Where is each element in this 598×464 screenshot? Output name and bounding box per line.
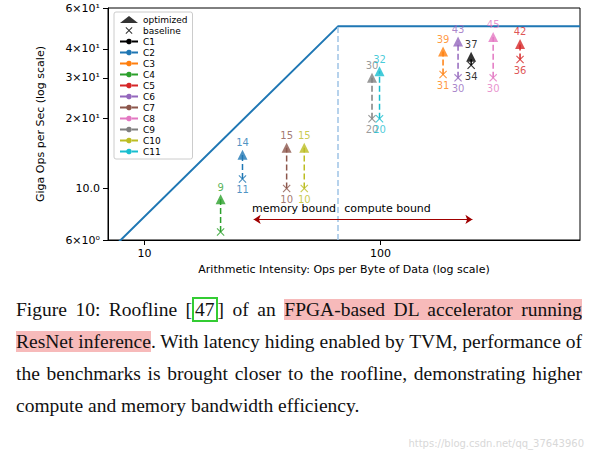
html-text:https://blog.csdn.net/qq_37643: https://blog.csdn.net/qq_37643960: [408, 438, 584, 449]
svg-text:43: 43: [452, 24, 465, 35]
svg-text:C1: C1: [143, 37, 155, 47]
svg-text:C3: C3: [143, 59, 155, 69]
svg-text:100: 100: [370, 247, 391, 260]
svg-text:42: 42: [514, 26, 527, 37]
svg-text:C4: C4: [143, 70, 155, 80]
svg-text:C9: C9: [143, 125, 155, 135]
svg-text:37: 37: [465, 39, 478, 50]
svg-text:compute bound: compute bound: [344, 202, 431, 215]
svg-text:baseline: baseline: [143, 26, 181, 36]
svg-text:30: 30: [452, 83, 465, 94]
svg-text:2×10¹: 2×10¹: [65, 112, 100, 125]
svg-text:6×10¹: 6×10¹: [65, 2, 100, 15]
svg-text:C2: C2: [143, 48, 155, 58]
svg-text:10: 10: [280, 194, 293, 205]
svg-text:9: 9: [217, 182, 223, 193]
svg-text:10.0: 10.0: [76, 182, 101, 195]
svg-text:32: 32: [373, 54, 386, 65]
svg-text:6×10⁰: 6×10⁰: [65, 234, 100, 247]
svg-text:45: 45: [487, 19, 500, 30]
svg-text:31: 31: [437, 80, 450, 91]
svg-text:14: 14: [236, 137, 249, 148]
svg-text:Arithmetic Intensity: Ops per: Arithmetic Intensity: Ops per Byte of Da…: [198, 263, 489, 276]
svg-text:3×10¹: 3×10¹: [65, 71, 100, 84]
svg-text:15: 15: [280, 130, 293, 141]
svg-text:15: 15: [298, 130, 311, 141]
svg-text:39: 39: [437, 34, 450, 45]
svg-text:Giga Ops per Sec (log scale): Giga Ops per Sec (log scale): [34, 46, 47, 202]
svg-text:optimized: optimized: [143, 15, 188, 25]
svg-text:30: 30: [365, 60, 379, 72]
svg-text:20: 20: [373, 124, 386, 135]
svg-text:C11: C11: [143, 147, 161, 157]
svg-text:11: 11: [236, 184, 249, 195]
svg-text:C5: C5: [143, 81, 155, 91]
svg-text:C8: C8: [143, 114, 155, 124]
svg-text:C7: C7: [143, 103, 155, 113]
svg-text:36: 36: [514, 65, 527, 76]
html-text:Figure 10: Roofline [47] of an: Figure 10: Roofline [47] of an FPGA-base…: [16, 299, 582, 416]
svg-text:C6: C6: [143, 92, 155, 102]
svg-text:34: 34: [465, 71, 478, 82]
svg-text:30: 30: [487, 83, 500, 94]
svg-text:20: 20: [365, 124, 379, 136]
svg-text:10: 10: [138, 247, 152, 260]
svg-text:C10: C10: [143, 136, 161, 146]
svg-text:4×10¹: 4×10¹: [65, 42, 100, 55]
svg-text:10: 10: [297, 194, 311, 205]
svg-text:memory bound: memory bound: [252, 202, 336, 215]
